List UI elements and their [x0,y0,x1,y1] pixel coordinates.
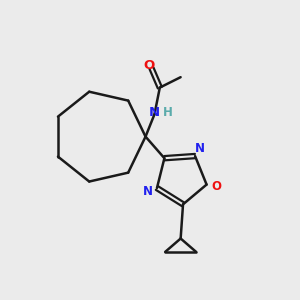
Text: N: N [149,106,160,119]
Text: N: N [143,185,153,198]
Text: N: N [195,142,205,155]
Text: O: O [143,59,155,72]
Text: O: O [211,181,221,194]
Text: H: H [163,106,173,119]
